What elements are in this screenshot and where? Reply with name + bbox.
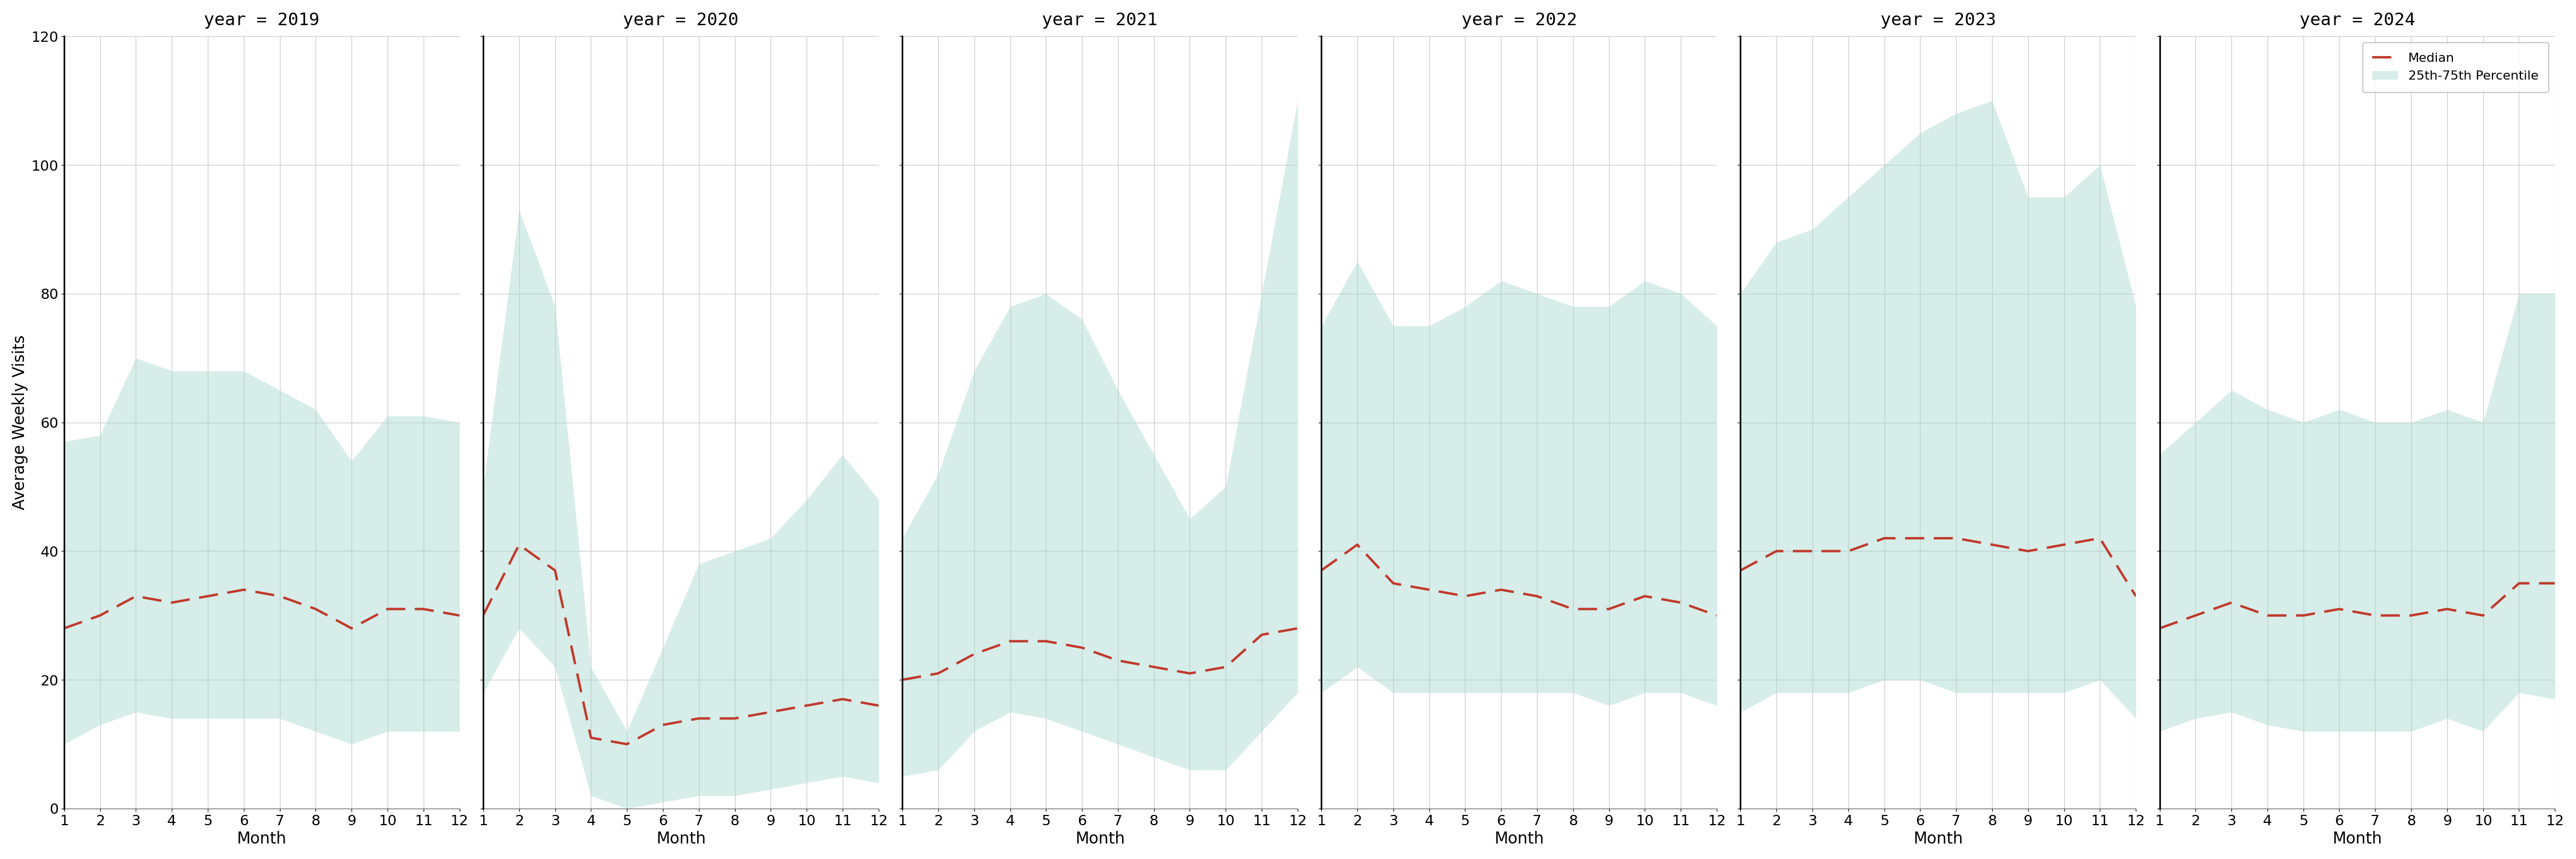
Title: year = 2021: year = 2021 bbox=[1043, 12, 1157, 28]
X-axis label: Month: Month bbox=[2331, 831, 2383, 847]
Title: year = 2023: year = 2023 bbox=[1880, 12, 1996, 28]
X-axis label: Month: Month bbox=[1074, 831, 1126, 847]
Title: year = 2019: year = 2019 bbox=[204, 12, 319, 28]
X-axis label: Month: Month bbox=[237, 831, 286, 847]
Y-axis label: Average Weekly Visits: Average Weekly Visits bbox=[13, 335, 28, 510]
X-axis label: Month: Month bbox=[1494, 831, 1543, 847]
Title: year = 2022: year = 2022 bbox=[1461, 12, 1577, 28]
Title: year = 2024: year = 2024 bbox=[2300, 12, 2416, 28]
Legend: Median, 25th-75th Percentile: Median, 25th-75th Percentile bbox=[2362, 43, 2548, 92]
X-axis label: Month: Month bbox=[1914, 831, 1963, 847]
X-axis label: Month: Month bbox=[657, 831, 706, 847]
Title: year = 2020: year = 2020 bbox=[623, 12, 739, 28]
